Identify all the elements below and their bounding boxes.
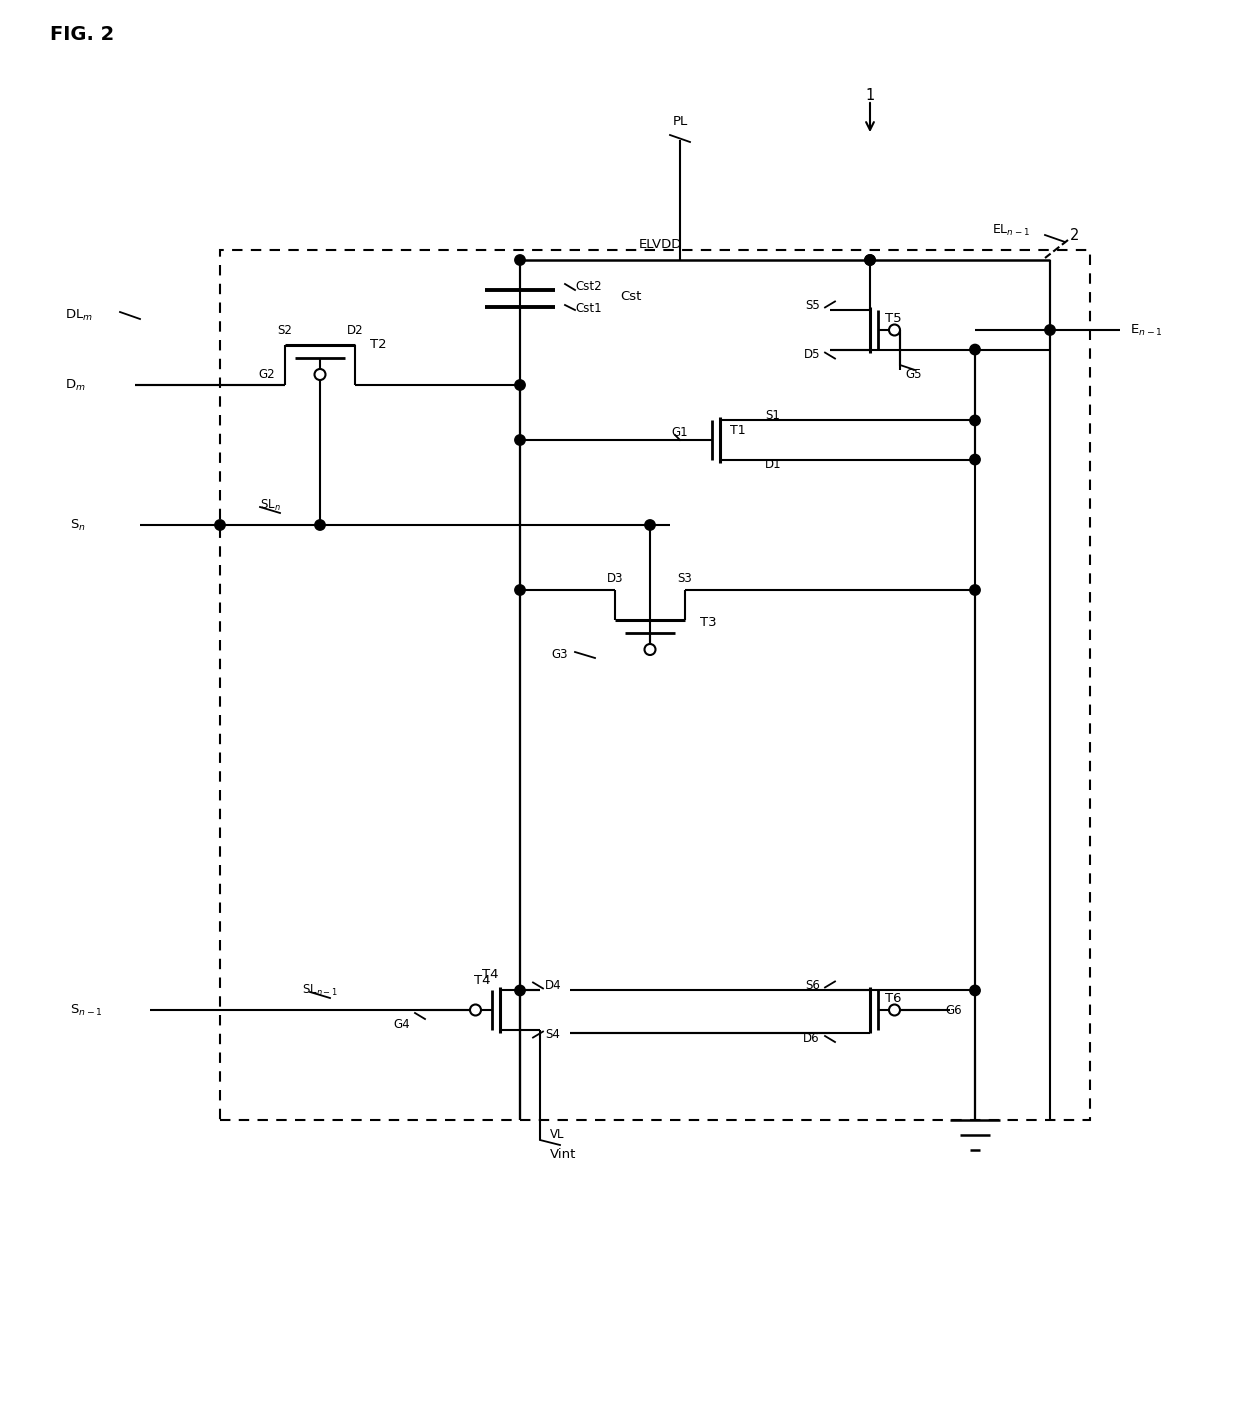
Text: S4: S4 [546,1028,560,1041]
Text: EL$_{n-1}$: EL$_{n-1}$ [992,223,1030,237]
Circle shape [1045,324,1055,336]
Text: Cst1: Cst1 [575,303,601,316]
Circle shape [970,416,980,426]
Text: FIG. 2: FIG. 2 [50,25,114,45]
Text: T5: T5 [885,312,901,324]
Text: S$_n$: S$_n$ [69,517,86,533]
Text: G6: G6 [945,1004,962,1017]
Circle shape [515,255,526,265]
Text: G1: G1 [672,426,688,439]
Text: 2: 2 [1070,227,1080,243]
Text: T4: T4 [482,969,498,981]
Circle shape [970,344,980,355]
Circle shape [645,520,655,530]
Text: DL$_m$: DL$_m$ [64,307,93,323]
Text: Cst: Cst [620,290,641,303]
Text: T4: T4 [474,973,490,987]
Text: T6: T6 [885,991,901,1004]
Text: D3: D3 [606,571,624,585]
Text: D4: D4 [546,979,562,993]
Text: D5: D5 [804,348,820,361]
Text: D2: D2 [347,323,363,337]
Text: G2: G2 [258,368,275,382]
Text: S2: S2 [278,323,293,337]
Circle shape [515,585,526,595]
Text: SL$_{n-1}$: SL$_{n-1}$ [303,983,339,997]
Text: G5: G5 [905,368,921,382]
Text: Vint: Vint [551,1149,577,1162]
Text: D$_m$: D$_m$ [64,378,86,392]
Text: S5: S5 [805,299,820,312]
Text: G3: G3 [552,649,568,661]
Circle shape [215,520,226,530]
Circle shape [645,644,656,656]
Text: T1: T1 [730,423,745,437]
Text: ELVDD: ELVDD [639,238,682,251]
Circle shape [315,369,325,381]
Text: PL: PL [672,116,688,128]
Circle shape [970,454,980,465]
Text: D1: D1 [765,458,781,471]
Circle shape [515,434,526,446]
Text: T2: T2 [370,338,387,351]
Text: S1: S1 [765,409,780,422]
Circle shape [515,986,526,995]
Circle shape [889,1004,900,1015]
Text: S$_{n-1}$: S$_{n-1}$ [69,1003,103,1018]
Circle shape [515,379,526,391]
Circle shape [889,324,900,336]
Circle shape [970,986,980,995]
Circle shape [864,255,875,265]
Text: VL: VL [551,1128,564,1142]
Bar [219,250,1090,1120]
Text: D6: D6 [804,1032,820,1045]
Text: SL$_n$: SL$_n$ [259,498,280,513]
Circle shape [864,255,875,265]
Text: S3: S3 [677,571,692,585]
Text: G4: G4 [393,1018,410,1032]
Circle shape [315,520,325,530]
Text: E$_{n-1}$: E$_{n-1}$ [1130,323,1163,337]
Circle shape [470,1004,481,1015]
Text: S6: S6 [805,979,820,993]
Text: 1: 1 [866,87,874,103]
Circle shape [970,585,980,595]
Text: Cst2: Cst2 [575,281,601,293]
Text: T3: T3 [701,616,717,629]
